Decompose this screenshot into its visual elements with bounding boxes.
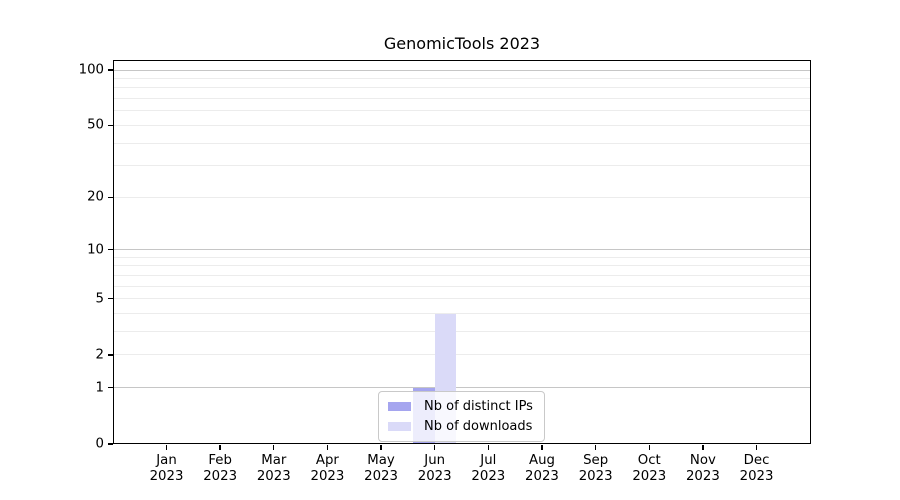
- y-tick-label: 5: [95, 291, 104, 307]
- legend-swatch-distinct-ips-icon: [388, 402, 411, 411]
- x-tick-label-year: 2023: [310, 469, 345, 484]
- y-tick-label: 1: [95, 380, 104, 396]
- x-tick-label-month: Mar: [261, 453, 287, 468]
- x-tick-label-month: Jun: [424, 453, 446, 468]
- y-tick-label: 2: [95, 347, 104, 363]
- x-tick-mark: [594, 445, 597, 450]
- minor-gridline: [113, 87, 811, 89]
- x-tick-label-month: Jul: [480, 453, 497, 468]
- x-tick-mark: [165, 445, 168, 450]
- x-tick-label-year: 2023: [256, 469, 291, 484]
- x-tick-label-month: Sep: [583, 453, 609, 468]
- minor-gridline: [113, 331, 811, 333]
- minor-gridline: [113, 196, 811, 198]
- x-tick-label-month: Oct: [637, 453, 661, 468]
- minor-gridline: [113, 142, 811, 144]
- y-tick-label: 50: [87, 117, 104, 133]
- x-tick-mark: [487, 445, 489, 450]
- x-tick-mark: [380, 445, 382, 450]
- y-tick-mark: [108, 298, 113, 300]
- y-tick-label: 10: [87, 242, 104, 258]
- legend-label-distinct-ips: Nb of distinct IPs: [424, 399, 533, 414]
- x-tick-label-month: Feb: [208, 453, 232, 468]
- x-tick-label-month: Nov: [689, 453, 716, 468]
- chart-title: GenomicTools 2023: [383, 34, 541, 53]
- x-tick-label-year: 2023: [203, 469, 238, 484]
- x-tick-label-month: May: [367, 453, 395, 468]
- minor-gridline: [113, 274, 811, 276]
- y-tick-mark: [108, 69, 113, 71]
- x-tick-label-year: 2023: [578, 469, 613, 484]
- y-tick-mark: [108, 387, 113, 389]
- minor-gridline: [113, 285, 811, 287]
- y-tick-mark: [108, 249, 113, 251]
- major-gridline: [113, 387, 811, 389]
- minor-gridline: [113, 110, 811, 112]
- legend-swatch-downloads-icon: [388, 422, 411, 431]
- minor-gridline: [113, 98, 811, 100]
- y-tick-label: 20: [87, 189, 104, 205]
- minor-gridline: [113, 124, 811, 126]
- x-tick-mark: [219, 445, 221, 450]
- x-tick-mark: [541, 445, 543, 450]
- x-tick-mark: [702, 445, 704, 450]
- x-tick-label-month: Apr: [315, 453, 339, 468]
- major-gridline: [113, 249, 811, 251]
- y-tick-label: 100: [78, 62, 104, 78]
- minor-gridline: [113, 256, 811, 258]
- x-tick-mark: [434, 445, 436, 450]
- minor-gridline: [113, 165, 811, 167]
- major-gridline: [113, 69, 811, 71]
- x-tick-label-month: Aug: [528, 453, 555, 468]
- x-tick-label-year: 2023: [471, 469, 506, 484]
- x-tick-mark: [648, 445, 650, 450]
- y-tick-mark: [108, 124, 113, 127]
- x-tick-mark: [755, 445, 758, 450]
- minor-gridline: [113, 298, 811, 300]
- minor-gridline: [113, 77, 811, 79]
- legend-item-downloads: Nb of downloads: [388, 419, 533, 434]
- x-tick-label-year: 2023: [525, 469, 559, 484]
- x-tick-mark: [273, 445, 275, 450]
- minor-gridline: [113, 265, 811, 267]
- x-tick-label-month: Dec: [743, 453, 770, 468]
- x-tick-label-year: 2023: [739, 469, 774, 484]
- x-tick-label-year: 2023: [632, 469, 667, 484]
- y-tick-mark: [108, 196, 113, 198]
- legend-label-downloads: Nb of downloads: [424, 419, 533, 434]
- x-tick-label-year: 2023: [364, 469, 398, 484]
- y-tick-mark: [108, 443, 113, 445]
- legend-item-distinct-ips: Nb of distinct IPs: [388, 399, 533, 414]
- x-tick-mark: [326, 445, 329, 450]
- minor-gridline: [113, 354, 811, 356]
- y-tick-label: 0: [95, 436, 104, 452]
- x-tick-label-year: 2023: [685, 469, 720, 484]
- y-tick-mark: [108, 354, 113, 356]
- x-tick-label-year: 2023: [149, 469, 184, 484]
- minor-gridline: [113, 313, 811, 315]
- legend: Nb of distinct IPs Nb of downloads: [378, 391, 545, 442]
- x-tick-label-month: Jan: [156, 453, 177, 468]
- x-tick-label-year: 2023: [417, 469, 452, 484]
